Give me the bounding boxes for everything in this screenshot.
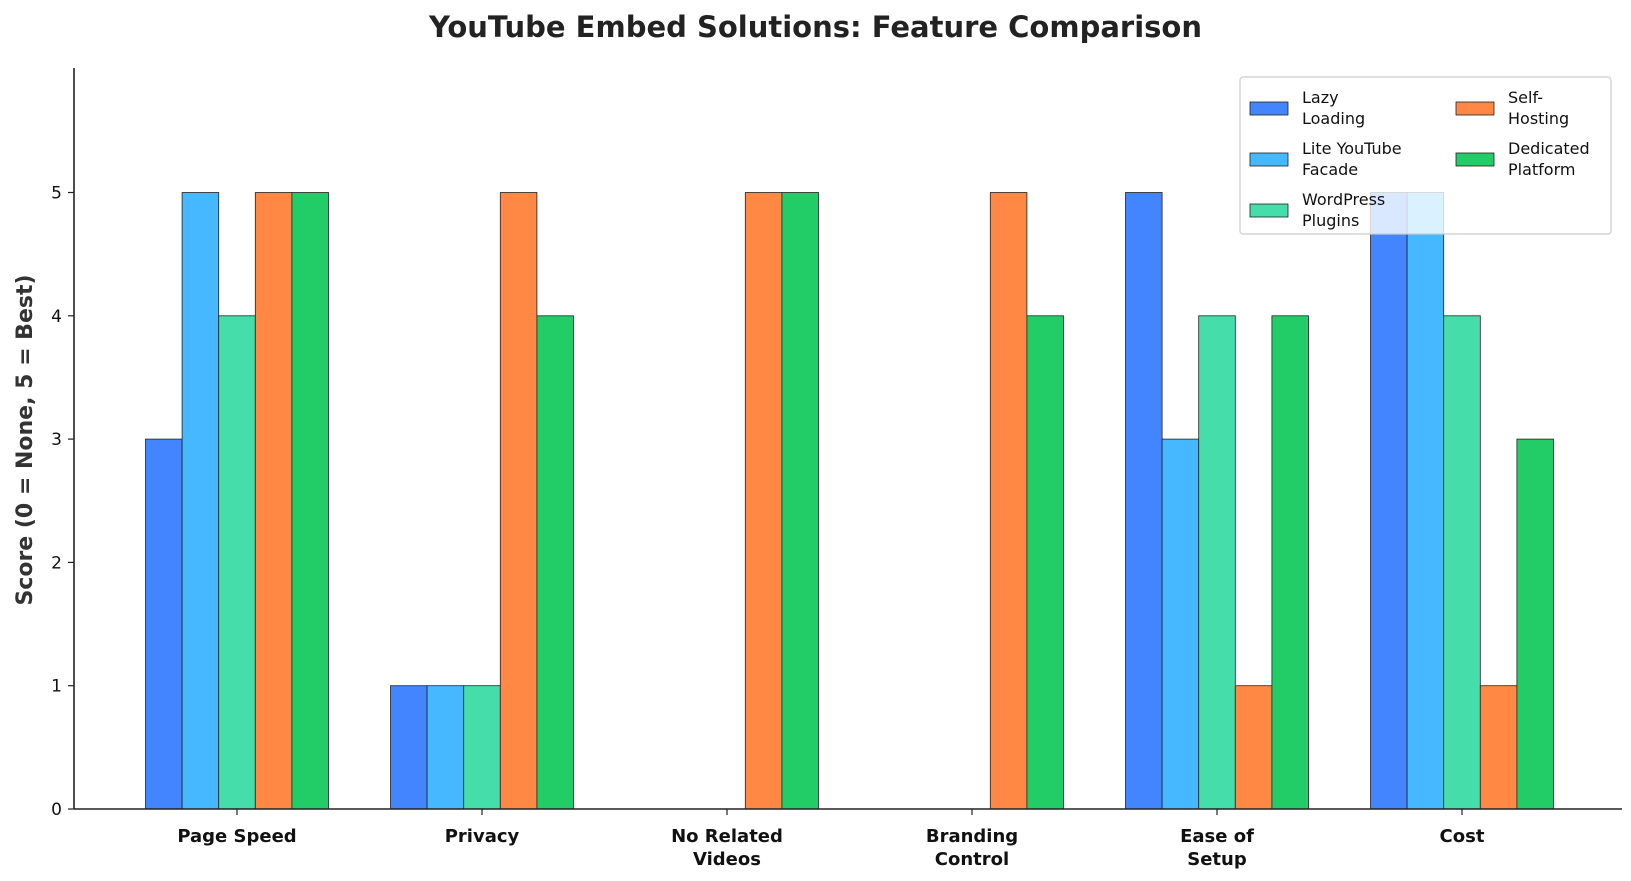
legend-swatch <box>1455 101 1495 116</box>
legend <box>1239 76 1612 235</box>
legend-label: Platform <box>1508 160 1575 179</box>
legend-label: Plugins <box>1302 211 1359 230</box>
bar <box>1406 192 1445 810</box>
bar <box>1370 192 1408 810</box>
y-tick-label: 5 <box>51 184 62 204</box>
x-category-label: Page Speed <box>177 826 296 847</box>
bar <box>1234 685 1273 810</box>
x-category-label: Setup <box>1187 849 1247 870</box>
bar <box>218 315 256 810</box>
y-axis-label: Score (0 = None, 5 = Best) <box>13 274 38 605</box>
legend-swatch <box>1455 152 1495 167</box>
x-category-label: No Related <box>671 826 783 847</box>
legend-label: Loading <box>1302 109 1365 128</box>
bar <box>1271 315 1309 810</box>
legend-label: WordPress <box>1302 190 1385 209</box>
bar <box>426 685 465 810</box>
bar <box>291 192 329 810</box>
legend-swatch <box>1249 152 1289 167</box>
bar <box>1198 315 1236 810</box>
bar <box>1479 685 1518 810</box>
bar <box>499 192 538 810</box>
legend-label: Lite YouTube <box>1302 139 1402 158</box>
bar <box>1125 192 1163 810</box>
legend-label: Facade <box>1302 160 1358 179</box>
bar <box>181 192 220 810</box>
chart-title: YouTube Embed Solutions: Feature Compari… <box>429 10 1202 44</box>
bar <box>463 685 501 810</box>
bar <box>1516 438 1554 810</box>
x-category-label: Cost <box>1440 826 1485 847</box>
legend-label: Lazy <box>1302 88 1339 107</box>
y-tick-label: 3 <box>51 430 62 450</box>
legend-label: Self- <box>1508 88 1543 107</box>
x-category-label: Privacy <box>445 826 520 847</box>
y-tick-label: 4 <box>51 307 62 327</box>
bar <box>145 438 183 810</box>
bar <box>1161 438 1200 810</box>
x-category-label: Videos <box>693 849 761 870</box>
bar <box>390 685 428 810</box>
legend-label: Hosting <box>1508 109 1569 128</box>
legend-label: Dedicated <box>1508 139 1590 158</box>
y-tick-label: 2 <box>51 553 62 573</box>
bar <box>744 192 783 810</box>
bar <box>989 192 1028 810</box>
bar <box>781 192 819 810</box>
y-tick-label: 0 <box>51 800 62 820</box>
bar <box>254 192 293 810</box>
bar <box>1443 315 1481 810</box>
x-category-label: Branding <box>926 826 1018 847</box>
legend-swatch <box>1249 101 1289 116</box>
bar <box>1026 315 1064 810</box>
x-category-label: Control <box>935 849 1009 870</box>
bar <box>536 315 574 810</box>
y-tick-label: 1 <box>51 677 62 697</box>
legend-swatch <box>1249 203 1289 218</box>
x-category-label: Ease of <box>1180 826 1254 847</box>
